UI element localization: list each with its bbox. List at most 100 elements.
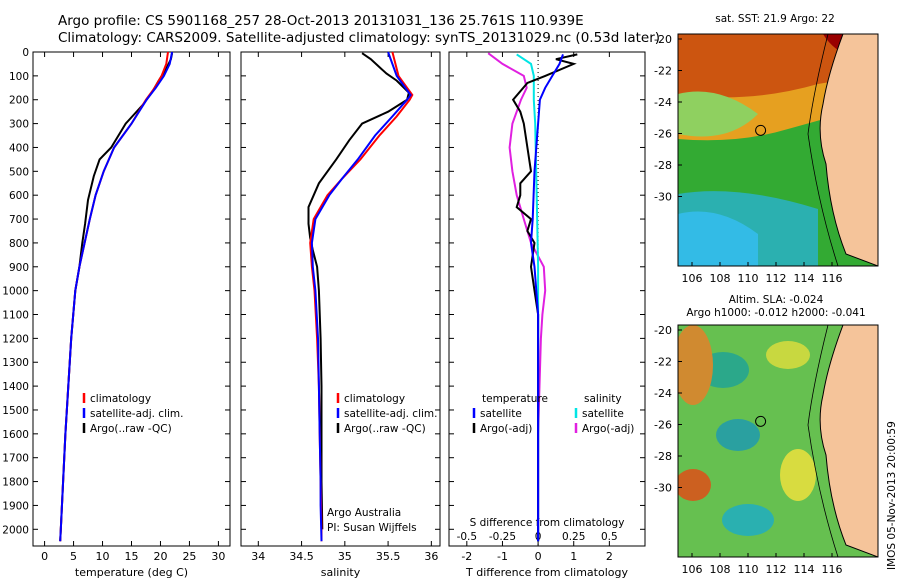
plot-frame	[448, 51, 646, 547]
x-tick-label: 15	[125, 550, 139, 563]
depth-tick-label: 200	[9, 95, 29, 107]
s-tick-label: 0.5	[601, 531, 618, 543]
map-lat-label: -30	[654, 482, 672, 495]
argo-float-marker	[755, 124, 767, 136]
map-lat-label: -26	[654, 128, 672, 141]
x-tick-label: 5	[70, 550, 77, 563]
depth-tick-label: 800	[9, 238, 29, 250]
sla-eddy-low	[716, 419, 760, 451]
map-lon-label: 108	[710, 563, 731, 576]
x-tick-label: 0	[535, 550, 542, 563]
map-frame	[677, 324, 879, 558]
map-lon-label: 112	[766, 563, 787, 576]
depth-tick-label: 900	[9, 262, 29, 274]
x-tick-label: 20	[153, 550, 167, 563]
x-tick-label: 0	[41, 550, 48, 563]
x-axis-label: temperature (deg C)	[75, 566, 188, 579]
map-lat-label: -24	[654, 387, 672, 400]
depth-tick-label: 1100	[2, 310, 29, 322]
argo-float-marker	[755, 415, 767, 427]
map-body	[678, 34, 878, 266]
depth-tick-label: 600	[9, 190, 29, 202]
s-legend-title: salinity	[584, 393, 622, 405]
t-legend-title: temperature	[482, 393, 548, 405]
s-axis-label: S difference from climatology	[470, 517, 625, 529]
x-tick-label: 2	[606, 550, 613, 563]
map-lat-label: -28	[654, 159, 672, 172]
map-lon-label: 108	[710, 272, 731, 285]
depth-tick-label: 300	[9, 119, 29, 131]
sla-map-title: Altim. SLA: -0.024	[729, 294, 824, 306]
sal-legend-label: satellite-adj. clim.	[344, 408, 437, 420]
land-australia	[819, 34, 878, 266]
map-lon-label: 116	[822, 563, 843, 576]
x-tick-label: -1	[497, 550, 508, 563]
map-lat-label: -24	[654, 96, 672, 109]
x-tick-label: 35	[338, 550, 352, 563]
depth-tick-label: 1800	[2, 477, 29, 489]
x-tick-label: 34	[251, 550, 265, 563]
sla-eddy-high	[678, 325, 713, 405]
tdiff-legend-label: Argo(-adj)	[480, 423, 532, 435]
plot-frame	[32, 51, 231, 547]
sal-sat-line	[310, 51, 412, 542]
sdiff-legend-label: satellite	[582, 408, 624, 420]
map-lat-label: -22	[654, 65, 672, 78]
isobath	[807, 34, 839, 266]
tdiff-legend-label: satellite	[480, 408, 522, 420]
sla-eddy-high	[780, 449, 816, 501]
plot-frame	[240, 51, 441, 547]
map-lon-label: 114	[794, 272, 815, 285]
depth-tick-label: 100	[9, 71, 29, 83]
x-tick-label: 34.5	[289, 550, 314, 563]
depth-tick-label: 1600	[2, 429, 29, 441]
depth-tick-label: 500	[9, 166, 29, 178]
s-tick-label: -0.5	[457, 531, 478, 543]
map-lat-label: -22	[654, 356, 672, 369]
sla-eddy-high	[678, 469, 711, 501]
sst-patch	[678, 91, 758, 137]
land-australia	[819, 325, 878, 557]
temp-legend-label: satellite-adj. clim.	[90, 408, 183, 420]
x-tick-label: 36	[424, 550, 438, 563]
sdiff-legend-label: Argo(-adj)	[582, 423, 634, 435]
sla-eddy-high	[766, 341, 810, 369]
depth-tick-label: 1400	[2, 381, 29, 393]
sst-map-title: sat. SST: 21.9 Argo: 22	[715, 13, 835, 25]
sla-map-title-2: Argo h1000: -0.012 h2000: -0.041	[686, 307, 865, 319]
depth-tick-label: 1200	[2, 333, 29, 345]
map-frame	[677, 33, 879, 267]
annotation-argo-australia: Argo Australia	[327, 507, 401, 519]
map-lat-label: -20	[654, 324, 672, 337]
x-axis-label: T difference from climatology	[465, 566, 628, 579]
depth-tick-label: 1300	[2, 357, 29, 369]
header-line-1: Argo profile: CS 5901168_257 28-Oct-2013…	[58, 13, 584, 29]
depth-tick-label: 2000	[2, 524, 29, 536]
temp-sat-line	[59, 51, 174, 542]
s-tick-label: 0.25	[562, 531, 585, 543]
map-lon-label: 116	[822, 272, 843, 285]
sal-legend-label: climatology	[344, 393, 405, 405]
x-tick-label: -2	[461, 550, 472, 563]
map-lat-label: -30	[654, 191, 672, 204]
map-lon-label: 112	[766, 272, 787, 285]
map-lat-label: -26	[654, 419, 672, 432]
depth-tick-label: 1900	[2, 500, 29, 512]
tdiff-sat-line	[529, 54, 564, 542]
isobath	[807, 325, 839, 557]
map-body	[678, 325, 878, 557]
sst-cold-band	[678, 211, 758, 266]
imos-timestamp: IMOS 05-Nov-2013 20:00:59	[886, 421, 898, 570]
depth-tick-label: 1500	[2, 405, 29, 417]
x-tick-label: 10	[96, 550, 110, 563]
x-axis-label: salinity	[321, 566, 361, 579]
annotation-pi: PI: Susan Wijffels	[327, 522, 417, 534]
x-tick-label: 1	[570, 550, 577, 563]
map-lon-label: 114	[794, 563, 815, 576]
depth-tick-label: 0	[22, 47, 29, 59]
map-lon-label: 110	[738, 563, 759, 576]
sla-eddy-low	[722, 504, 774, 536]
x-tick-label: 25	[182, 550, 196, 563]
depth-tick-label: 400	[9, 142, 29, 154]
